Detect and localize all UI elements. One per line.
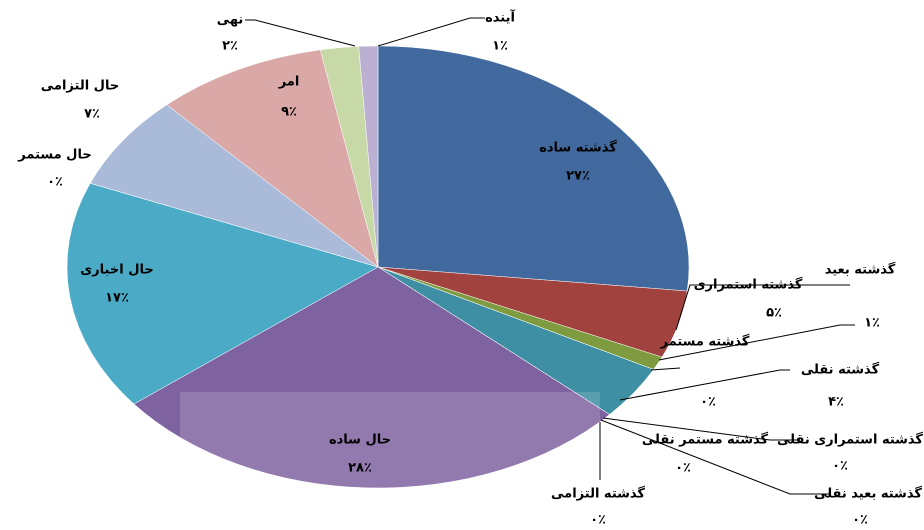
- leader-line: [602, 417, 800, 441]
- value-label: ۲٪: [222, 39, 238, 54]
- slice-label: نهی: [217, 13, 244, 28]
- watermark: [180, 392, 600, 530]
- slice-label: حال ساده: [329, 433, 391, 448]
- pie-slice: [358, 45, 379, 268]
- leader-line: [619, 369, 790, 401]
- value-label: ۲۷٪: [566, 169, 590, 184]
- leader-line: [245, 19, 356, 47]
- value-label: ۱۷٪: [105, 291, 129, 306]
- value-label: ۰٪: [832, 459, 848, 474]
- value-label: ۰٪: [852, 513, 868, 528]
- pie-slice: [66, 182, 379, 405]
- slice-label: حال اخباری: [80, 263, 153, 278]
- pie-slice: [133, 266, 610, 489]
- value-label: ۲۸٪: [348, 461, 372, 476]
- slice-label: گذشته مستمر: [660, 334, 750, 350]
- pie-slice: [377, 45, 690, 292]
- leader-line: [600, 419, 830, 495]
- value-label: ۴٪: [828, 395, 844, 410]
- slice-label: گذشته ساده: [539, 140, 617, 156]
- value-label: ۱٪: [492, 39, 508, 54]
- leader-line: [377, 17, 485, 47]
- value-label: ۷٪: [84, 107, 100, 122]
- slice-label: گذشته بعید نقلی: [814, 486, 922, 502]
- pie: [66, 45, 690, 489]
- leader-line: [675, 284, 850, 331]
- slice-label: گذشته نقلی: [801, 362, 880, 378]
- slice-label: گذشته استمراری نقلی: [777, 432, 923, 448]
- value-label: ۰٪: [700, 395, 716, 410]
- value-label: ۰٪: [590, 513, 606, 528]
- slice-label: آینده: [485, 9, 515, 26]
- labels: گذشته ساده ۲۷٪ گذشته استمراری ۵٪ گذشته بعید ۱…: [17, 9, 923, 528]
- slice-label: گذشته استمراری: [694, 277, 803, 293]
- value-label: ۵٪: [766, 306, 782, 321]
- slice-label: حال التزامی: [41, 79, 119, 94]
- value-label: ۹٪: [281, 105, 297, 120]
- slice-label: امر: [278, 75, 300, 90]
- slice-label: گذشته التزامی: [551, 486, 645, 502]
- slice-label: گذشته مستمر نقلی: [642, 432, 769, 448]
- leader-lines: [245, 17, 855, 495]
- leader-line: [658, 324, 855, 361]
- pie-slice: [166, 49, 379, 268]
- value-label: ۰٪: [47, 175, 63, 190]
- pie-slice: [89, 104, 379, 268]
- leader-line: [650, 367, 681, 371]
- value-label: ۰٪: [675, 461, 691, 476]
- value-label: ۱٪: [864, 316, 880, 331]
- slice-label: گذشته بعید: [825, 262, 896, 278]
- slice-label: حال مستمر: [17, 148, 91, 163]
